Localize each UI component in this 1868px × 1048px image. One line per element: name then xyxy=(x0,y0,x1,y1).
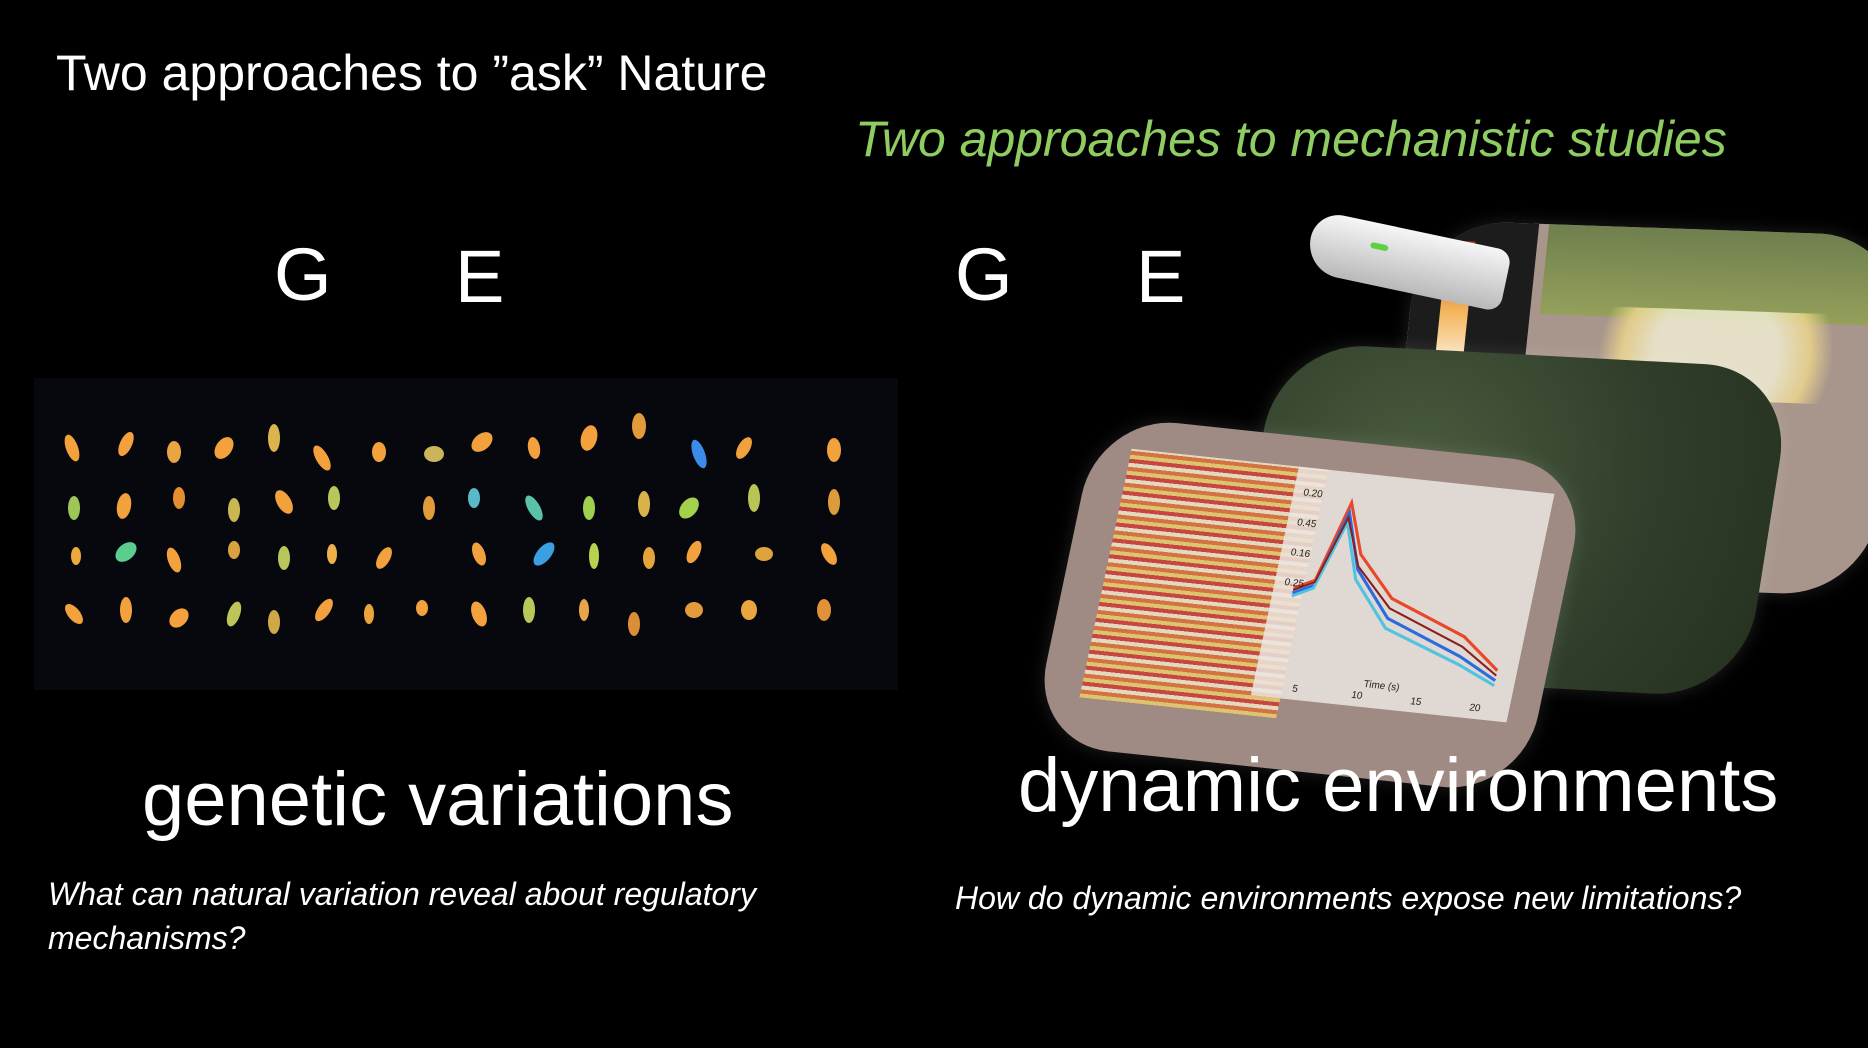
plant-array-image xyxy=(34,378,898,690)
y-tick-label: 0.16 xyxy=(1290,547,1312,560)
y-tick-label: 0.25 xyxy=(1283,577,1305,590)
field-plot-with-curves-image: 0.20 0.45 0.16 0.25 5 10 15 20 Time (s) xyxy=(1029,414,1591,796)
dynamic-environments-question: How do dynamic environments expose new l… xyxy=(955,880,1742,916)
plant-array-graphic xyxy=(64,413,841,636)
right-g-label: G xyxy=(955,233,1013,316)
x-axis-label: Time (s) xyxy=(1363,679,1401,694)
genetic-variations-question: What can natural variation reveal about … xyxy=(48,876,756,957)
left-g-label: G xyxy=(274,233,332,316)
x-tick-label: 10 xyxy=(1350,690,1364,702)
x-tick-label: 15 xyxy=(1409,696,1423,708)
environment-image-stack: 0.20 0.45 0.16 0.25 5 10 15 20 Time (s) xyxy=(1029,209,1868,796)
slide-subtitle: Two approaches to mechanistic studies xyxy=(855,111,1727,167)
x-tick-label: 20 xyxy=(1468,702,1482,714)
y-tick-label: 0.20 xyxy=(1302,488,1324,501)
dynamic-environments-heading: dynamic environments xyxy=(1018,743,1779,828)
left-e-label: E xyxy=(455,235,505,318)
genetic-variations-heading: genetic variations xyxy=(142,757,734,842)
fluorescence-curve-plot: 0.20 0.45 0.16 0.25 5 10 15 20 Time (s) xyxy=(1250,466,1555,723)
slide-title: Two approaches to ”ask” Nature xyxy=(56,45,768,101)
y-tick-label: 0.45 xyxy=(1296,517,1318,530)
x-tick-label: 5 xyxy=(1291,684,1299,696)
right-e-label: E xyxy=(1136,235,1186,318)
